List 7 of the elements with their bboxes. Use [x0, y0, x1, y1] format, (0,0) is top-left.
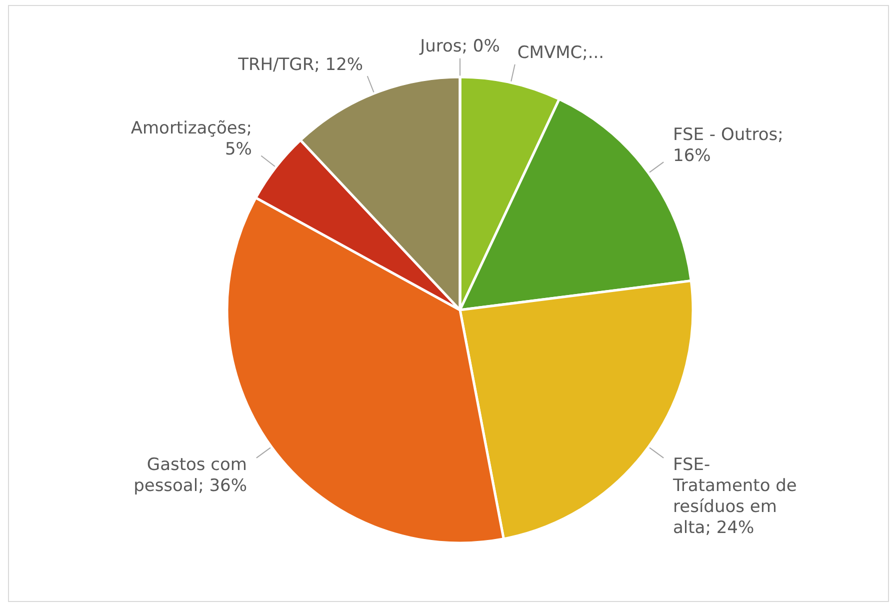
- slice-label: Gastos com pessoal; 36%: [134, 454, 247, 496]
- slice-label: Amortizações; 5%: [130, 118, 252, 160]
- slice-label: TRH/TGR; 12%: [237, 55, 364, 76]
- slice-label: CMVMC;...: [517, 43, 604, 64]
- slice-label: FSE-Tratamento de resíduos em alta; 24%: [672, 454, 797, 538]
- slice-label: FSE - Outros; 16%: [673, 125, 784, 166]
- category-label: Juros; 0%: [420, 36, 500, 57]
